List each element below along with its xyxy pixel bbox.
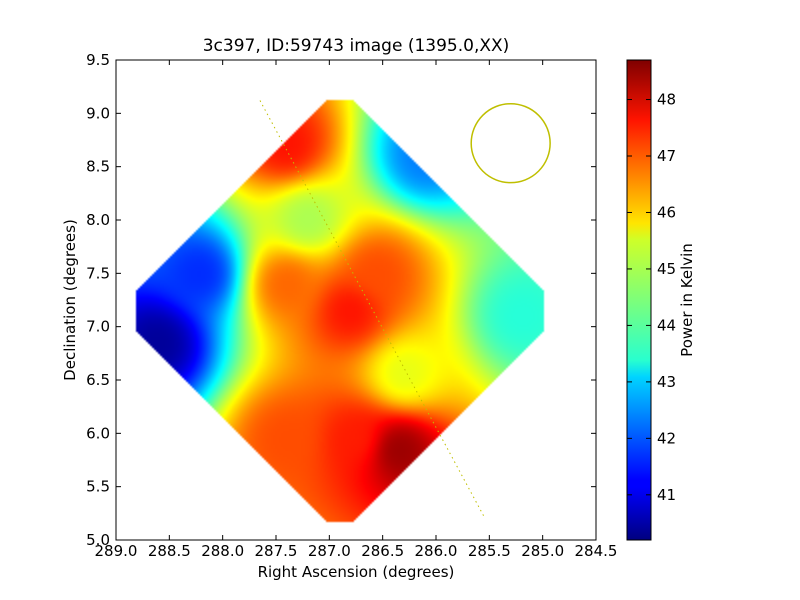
colorbar-tick-label: 47 (657, 147, 676, 165)
y-tick-label: 5.5 (86, 478, 110, 496)
y-tick-label: 7.5 (86, 264, 110, 282)
x-axis: 289.0 288.5 288.0 287.5 287.0 286.5 286.0 285.5… (95, 60, 618, 560)
beam-circle (470, 102, 551, 184)
x-tick-label: 285.5 (468, 542, 511, 560)
y-tick-label: 7.0 (86, 318, 110, 336)
colorbar-tick-label: 41 (657, 486, 676, 504)
galactic-plane-line (259, 100, 485, 517)
x-tick-label: 288.5 (148, 542, 191, 560)
x-tick-label: 287.5 (255, 542, 298, 560)
y-axis: 5.0 5.5 6.0 6.5 7.0 7.5 8.0 8.5 9.0 9.5 (86, 51, 596, 549)
x-tick-label: 289.0 (95, 542, 138, 560)
colorbar (626, 59, 652, 541)
overlay-layer (259, 100, 551, 517)
x-tick-label: 287.0 (308, 542, 351, 560)
colorbar-tick-label: 42 (657, 429, 676, 447)
y-tick-label: 9.0 (86, 104, 110, 122)
colorbar-tick-label: 44 (657, 316, 676, 334)
colorbar-tick-label: 48 (657, 91, 676, 109)
x-axis-label: Right Ascension (degrees) (258, 563, 455, 581)
y-tick-label: 5.0 (86, 531, 110, 549)
colorbar-tick-label: 46 (657, 203, 676, 221)
plot-frame (115, 59, 597, 541)
x-tick-label: 286.0 (415, 542, 458, 560)
x-tick-label: 286.5 (361, 542, 404, 560)
x-tick-label: 284.5 (575, 542, 618, 560)
heatmap-image (116, 60, 596, 540)
y-tick-label: 8.0 (86, 211, 110, 229)
y-axis-label: Declination (degrees) (61, 219, 79, 381)
y-tick-label: 6.0 (86, 424, 110, 442)
colorbar-ticks: 41 42 43 44 45 46 47 48 (627, 91, 676, 504)
colorbar-tick-label: 43 (657, 373, 676, 391)
colorbar-tick-label: 45 (657, 260, 676, 278)
x-tick-label: 285.0 (521, 542, 564, 560)
y-tick-label: 6.5 (86, 371, 110, 389)
colorbar-label: Power in Kelvin (678, 243, 696, 357)
chart-title: 3c397, ID:59743 image (1395.0,XX) (203, 36, 510, 56)
x-tick-label: 288.0 (201, 542, 244, 560)
y-tick-label: 9.5 (86, 51, 110, 69)
y-tick-label: 8.5 (86, 158, 110, 176)
